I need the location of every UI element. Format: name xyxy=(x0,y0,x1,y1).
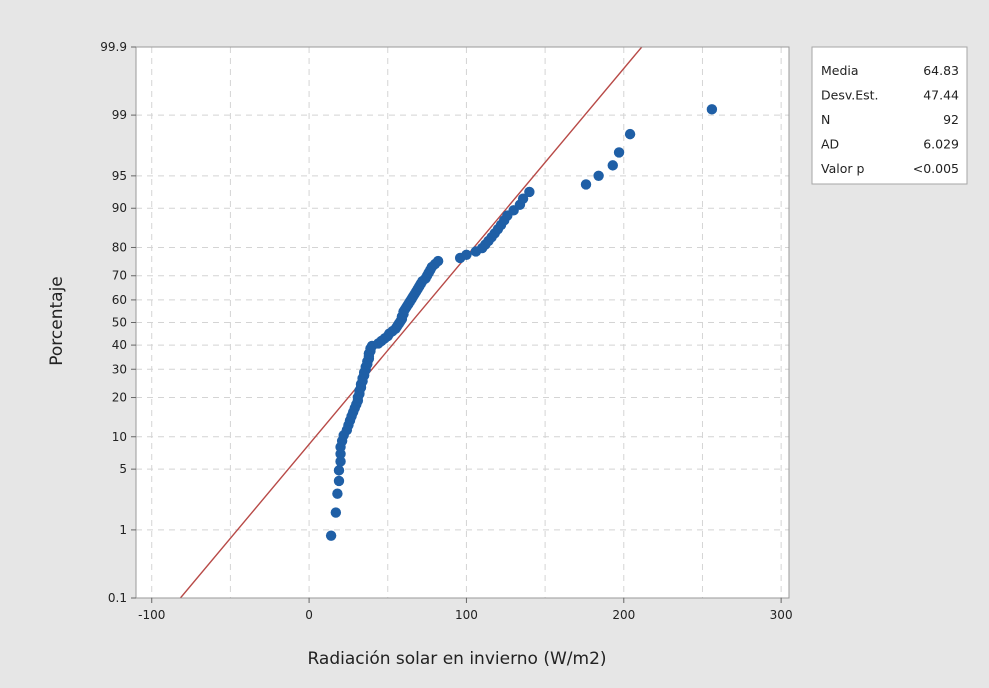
stats-value: 47.44 xyxy=(923,88,959,103)
x-axis-ticks: -100 0 100 200 300 xyxy=(138,598,793,622)
data-point xyxy=(517,193,529,204)
data-point xyxy=(607,160,618,171)
y-tick-label: 40 xyxy=(112,338,127,352)
data-point xyxy=(593,170,604,181)
x-tick-label: 200 xyxy=(612,608,635,622)
y-tick-label: 50 xyxy=(112,316,127,330)
x-tick-label: 100 xyxy=(455,608,478,622)
data-point xyxy=(333,465,345,476)
x-tick-label: -100 xyxy=(138,608,165,622)
y-tick-label: 70 xyxy=(112,269,127,283)
data-point xyxy=(461,249,472,260)
stats-value: 6.029 xyxy=(923,137,959,152)
stats-box-frame xyxy=(811,46,968,185)
stats-label: Media xyxy=(821,63,859,78)
y-axis-title: Porcentaje xyxy=(47,276,67,366)
data-point xyxy=(432,255,444,267)
stats-value: 92 xyxy=(943,112,959,127)
y-tick-label: 99 xyxy=(112,108,127,122)
stats-label: Valor p xyxy=(821,161,864,176)
data-point xyxy=(335,456,346,467)
y-tick-label: 0.1 xyxy=(108,591,127,605)
data-point xyxy=(325,530,337,541)
y-tick-label: 20 xyxy=(112,391,127,405)
y-tick-label: 80 xyxy=(112,240,127,254)
data-point xyxy=(333,475,345,487)
x-tick-label: 0 xyxy=(305,608,313,622)
normal-fit-line xyxy=(179,47,643,598)
stats-value: <0.005 xyxy=(913,161,959,176)
data-point xyxy=(706,104,718,115)
stats-value: 64.83 xyxy=(923,63,959,78)
y-tick-label: 90 xyxy=(112,201,127,215)
x-tick-label: 300 xyxy=(770,608,793,622)
stats-label: N xyxy=(821,112,830,127)
fit-line-layer xyxy=(179,47,643,598)
data-point xyxy=(332,488,343,499)
y-tick-label: 10 xyxy=(112,430,127,444)
data-point xyxy=(580,179,592,190)
y-tick-label: 99.9 xyxy=(100,40,127,54)
stats-legend-box: Media 64.83 Desv.Est. 47.44 N 92 AD 6.029 Valor … xyxy=(811,46,968,185)
grid-layer xyxy=(136,47,789,598)
y-tick-label: 5 xyxy=(119,462,127,476)
y-axis-ticks: 0.1 1 5 10 20 30 40 50 60 70 80 90 95 99 99.9 xyxy=(100,40,136,605)
stats-label: Desv.Est. xyxy=(821,88,879,103)
data-point xyxy=(613,147,625,158)
data-point xyxy=(330,507,342,518)
y-tick-label: 1 xyxy=(119,523,127,537)
x-axis-title: Radiación solar en invierno (W/m2) xyxy=(307,649,606,669)
y-tick-label: 60 xyxy=(112,293,127,307)
y-tick-label: 95 xyxy=(112,169,127,183)
y-tick-label: 30 xyxy=(112,362,127,376)
data-points-layer xyxy=(325,104,718,541)
stats-label: AD xyxy=(821,137,839,152)
data-point xyxy=(524,186,535,198)
data-point xyxy=(624,128,636,140)
